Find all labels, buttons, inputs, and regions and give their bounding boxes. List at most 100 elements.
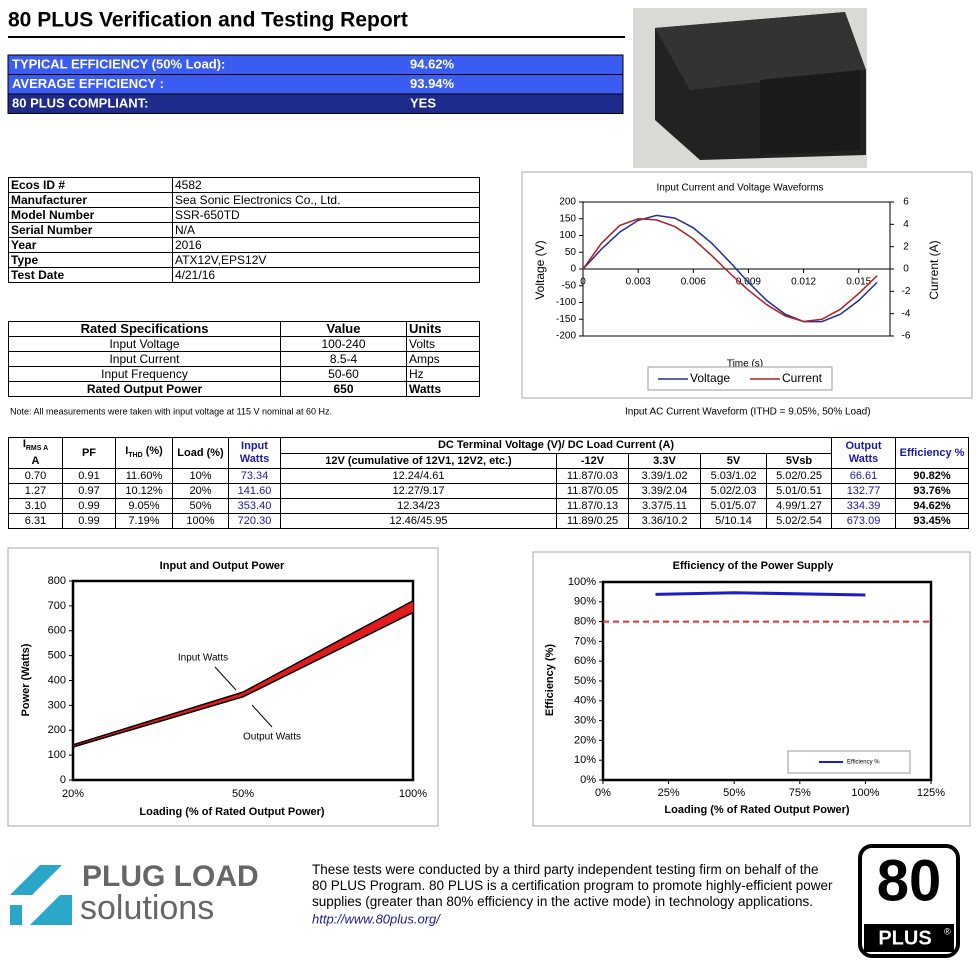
y2-tick-label: -4	[902, 308, 911, 319]
legend-box	[647, 366, 833, 391]
y-tick-label: -200	[556, 331, 576, 342]
footer-line: 80 PLUS Program. 80 PLUS is a certificat…	[312, 878, 833, 893]
x-tick-label: 50%	[723, 787, 745, 799]
test-cell: 100%	[172, 513, 229, 530]
x-tick-label: 100%	[851, 787, 879, 799]
y-axis-label: Efficiency (%)	[544, 644, 556, 716]
chart-title: Input Current and Voltage Waveforms	[657, 183, 824, 194]
test-cell: 5/10.14	[700, 513, 767, 530]
info-cell: ATX12V,EPS12V	[172, 252, 480, 268]
test-cell: 353.40	[228, 498, 281, 515]
chart-frame	[521, 171, 973, 399]
test-cell: 720.30	[228, 513, 281, 530]
rated-cell: Input Current	[8, 351, 281, 367]
y2-tick-label: 6	[903, 197, 909, 208]
test-cell: 673.09	[831, 513, 897, 530]
rated-row: Input Current 8.5-4 Amps	[8, 351, 480, 367]
rated-cell: Volts	[406, 336, 480, 352]
test-cell: 11.87/0.13	[556, 498, 629, 515]
chart-title: Input and Output Power	[160, 560, 285, 572]
legend-label: Efficiency %	[847, 760, 880, 766]
test-cell: 12.46/45.95	[280, 513, 557, 530]
rated-row: Input Frequency 50-60 Hz	[8, 366, 480, 382]
x-tick-label: 20%	[62, 788, 84, 800]
test-cell: 10.12%	[115, 483, 173, 500]
header-cell: -12V	[556, 452, 629, 470]
test-cell: 5.01/0.51	[765, 483, 833, 500]
info-cell: Year	[8, 237, 173, 253]
test-row: 3.10 0.99 9.05% 50% 353.40 12.34/23 11.87/0.13…	[8, 498, 970, 515]
test-cell: 5.01/5.07	[700, 498, 767, 515]
plot-area	[71, 579, 415, 782]
test-cell: 0.99	[62, 513, 116, 530]
summary-label: AVERAGE EFFICIENCY :	[12, 76, 164, 91]
x-tick-label: 75%	[789, 787, 811, 799]
header-cell: 5Vsb	[765, 452, 833, 470]
legend-box	[787, 750, 911, 774]
test-cell: 4.99/1.27	[765, 498, 833, 515]
header-cell: 3.3V	[628, 452, 701, 470]
y-tick-label: 600	[48, 625, 66, 637]
rated-row: Input Voltage 100-240 Volts	[8, 336, 480, 352]
product-photo	[633, 8, 867, 168]
test-cell: 94.62%	[895, 498, 970, 515]
annotation-arrow	[251, 704, 273, 728]
header-cell: A	[31, 455, 40, 468]
x-tick-label: 0.015	[846, 277, 871, 288]
y-tick-label: 60%	[574, 655, 596, 667]
test-cell: 132.77	[831, 483, 897, 500]
info-cell: 4582	[172, 177, 480, 193]
test-cell: 50%	[172, 498, 229, 515]
summary-value: YES	[410, 95, 436, 110]
header-cell: DC Terminal Voltage (V)/ DC Load Current…	[279, 437, 833, 454]
report-title: 80 PLUS Verification and Testing Report	[8, 9, 408, 32]
series-line	[655, 591, 866, 597]
x-tick-label: 0.006	[681, 277, 706, 288]
legend-label: Voltage	[690, 371, 730, 385]
y-tick-label: 100	[48, 749, 66, 761]
info-cell: 4/21/16	[172, 267, 480, 283]
test-cell: 3.36/10.2	[628, 513, 701, 530]
y2-tick-label: -6	[902, 331, 911, 342]
info-row: Type ATX12V,EPS12V	[8, 252, 480, 268]
info-row: Ecos ID #4582	[8, 177, 480, 193]
y-tick-label: 700	[48, 600, 66, 612]
info-cell: Serial Number	[8, 222, 173, 238]
plug-load-logo	[10, 865, 72, 925]
y-tick-label: 800	[48, 575, 66, 587]
x-tick-label: 125%	[917, 787, 945, 799]
test-cell: 11.87/0.03	[556, 468, 629, 485]
x-tick-label: 0%	[595, 787, 611, 799]
test-cell: 93.45%	[895, 513, 970, 530]
y-tick-label: 90%	[574, 596, 596, 608]
y-tick-label: 10%	[574, 754, 596, 766]
test-cell: 66.61	[831, 468, 897, 485]
test-cell: 0.97	[62, 483, 116, 500]
y-tick-label: 200	[48, 724, 66, 736]
test-cell: 5.03/1.02	[700, 468, 767, 485]
test-cell: 3.39/2.04	[628, 483, 701, 500]
series-line	[72, 600, 414, 746]
test-cell: 141.60	[228, 483, 281, 500]
test-cell: 12.27/9.17	[280, 483, 557, 500]
info-cell: Test Date	[8, 267, 173, 283]
rated-cell: Amps	[406, 351, 480, 367]
rated-cell: 8.5-4	[280, 351, 407, 367]
y2-tick-label: 0	[903, 264, 909, 275]
plot-area	[601, 580, 933, 782]
url: http://www.80plus.org/	[312, 911, 441, 926]
y-tick-label: 50	[565, 247, 577, 258]
test-cell: 334.39	[831, 498, 897, 515]
test-cell: 0.91	[62, 468, 116, 485]
test-cell: 3.37/5.11	[628, 498, 701, 515]
x-axis-label: Time (s)	[727, 359, 763, 370]
test-cell: 5.02/2.54	[765, 513, 833, 530]
info-cell: Type	[8, 252, 173, 268]
series-line	[72, 611, 414, 748]
y-tick-label: 30%	[574, 715, 596, 727]
y-tick-label: 500	[48, 650, 66, 662]
badge-number: 80	[877, 848, 942, 913]
info-row: Test Date 4/21/16	[8, 267, 480, 283]
